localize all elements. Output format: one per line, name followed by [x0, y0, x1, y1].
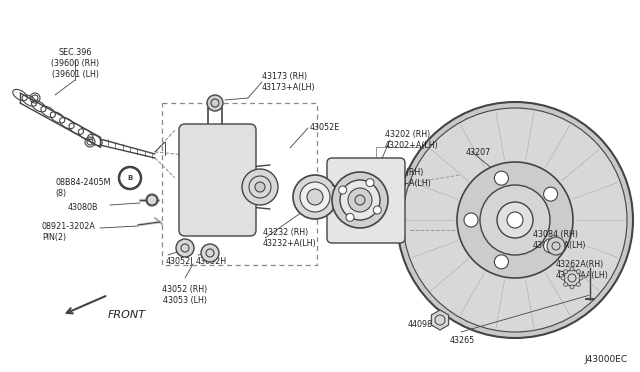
- Bar: [376, 147, 456, 212]
- Circle shape: [119, 167, 141, 189]
- Text: 43173 (RH)
43173+A(LH): 43173 (RH) 43173+A(LH): [262, 72, 316, 92]
- Circle shape: [373, 206, 381, 214]
- Text: 08921-3202A
PIN(2): 08921-3202A PIN(2): [42, 222, 96, 242]
- Text: 43052H: 43052H: [196, 257, 227, 266]
- Circle shape: [570, 267, 574, 271]
- Text: 43207: 43207: [466, 148, 492, 157]
- Circle shape: [176, 239, 194, 257]
- Circle shape: [147, 195, 157, 205]
- Circle shape: [464, 213, 478, 227]
- Circle shape: [579, 276, 583, 280]
- Circle shape: [507, 212, 523, 228]
- Circle shape: [547, 237, 565, 255]
- Circle shape: [242, 169, 278, 205]
- Circle shape: [348, 188, 372, 212]
- Circle shape: [577, 270, 580, 274]
- Text: 43265: 43265: [449, 336, 475, 345]
- Text: 43202 (RH)
43202+A(LH): 43202 (RH) 43202+A(LH): [385, 130, 439, 150]
- Circle shape: [570, 285, 574, 289]
- Circle shape: [293, 175, 337, 219]
- Text: 43232 (RH)
43232+A(LH): 43232 (RH) 43232+A(LH): [263, 228, 317, 248]
- Circle shape: [366, 179, 374, 187]
- Circle shape: [300, 182, 330, 212]
- Text: 43084 (RH)
43084+A(LH): 43084 (RH) 43084+A(LH): [533, 230, 586, 250]
- Text: 44098M: 44098M: [408, 320, 440, 329]
- Circle shape: [340, 180, 380, 220]
- Circle shape: [255, 182, 265, 192]
- Circle shape: [146, 194, 158, 206]
- FancyBboxPatch shape: [179, 124, 256, 236]
- Text: B: B: [127, 175, 132, 181]
- Text: 43222 (RH)
43222+A(LH): 43222 (RH) 43222+A(LH): [378, 168, 432, 188]
- Circle shape: [332, 172, 388, 228]
- Circle shape: [543, 239, 557, 253]
- Polygon shape: [431, 310, 449, 330]
- Text: 43262A(RH)
43262AA(LH): 43262A(RH) 43262AA(LH): [556, 260, 609, 280]
- Circle shape: [307, 189, 323, 205]
- Text: J43000EC: J43000EC: [585, 355, 628, 364]
- Circle shape: [355, 195, 365, 205]
- Text: 08B84-2405M
(8): 08B84-2405M (8): [55, 178, 111, 198]
- Circle shape: [207, 95, 223, 111]
- Circle shape: [495, 255, 508, 269]
- Circle shape: [346, 213, 354, 221]
- Text: 43052 (RH)
43053 (LH): 43052 (RH) 43053 (LH): [163, 285, 207, 305]
- Circle shape: [201, 244, 219, 262]
- Text: 43052E: 43052E: [310, 123, 340, 132]
- Circle shape: [564, 270, 568, 274]
- Text: 43080B: 43080B: [68, 203, 99, 212]
- Circle shape: [564, 270, 580, 286]
- Circle shape: [457, 162, 573, 278]
- Circle shape: [339, 186, 347, 194]
- Circle shape: [497, 202, 533, 238]
- Text: 43052J: 43052J: [166, 257, 193, 266]
- Bar: [162, 103, 317, 265]
- Circle shape: [543, 187, 557, 201]
- Circle shape: [397, 102, 633, 338]
- Circle shape: [480, 185, 550, 255]
- Circle shape: [495, 171, 508, 185]
- Text: SEC.396
(39600 (RH)
(39601 (LH): SEC.396 (39600 (RH) (39601 (LH): [51, 48, 99, 79]
- Circle shape: [577, 282, 580, 286]
- Circle shape: [403, 108, 627, 332]
- Circle shape: [561, 276, 565, 280]
- FancyBboxPatch shape: [327, 158, 405, 243]
- Text: FRONT: FRONT: [108, 310, 146, 320]
- Circle shape: [564, 282, 568, 286]
